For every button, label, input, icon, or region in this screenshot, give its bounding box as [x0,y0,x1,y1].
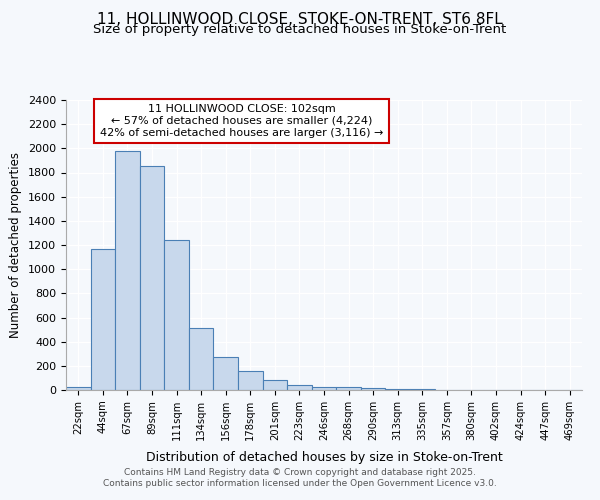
Bar [214,357,238,390]
Y-axis label: Number of detached properties: Number of detached properties [10,152,22,338]
Bar [312,386,336,390]
Bar [140,166,164,390]
Bar [238,372,263,390]
Bar [189,328,214,390]
Bar [385,389,410,390]
X-axis label: Distribution of detached houses by size in Stoke-on-Trent: Distribution of detached houses by size … [146,451,502,464]
Text: 11 HOLLINWOOD CLOSE: 102sqm
← 57% of detached houses are smaller (4,224)
42% of : 11 HOLLINWOOD CLOSE: 102sqm ← 57% of det… [100,104,383,138]
Text: Size of property relative to detached houses in Stoke-on-Trent: Size of property relative to detached ho… [94,24,506,36]
Bar [91,248,115,390]
Text: Contains HM Land Registry data © Crown copyright and database right 2025.
Contai: Contains HM Land Registry data © Crown c… [103,468,497,487]
Text: 11, HOLLINWOOD CLOSE, STOKE-ON-TRENT, ST6 8FL: 11, HOLLINWOOD CLOSE, STOKE-ON-TRENT, ST… [97,12,503,28]
Bar [287,384,312,390]
Bar [263,380,287,390]
Bar [66,388,91,390]
Bar [336,386,361,390]
Bar [164,240,189,390]
Bar [115,151,140,390]
Bar [361,388,385,390]
